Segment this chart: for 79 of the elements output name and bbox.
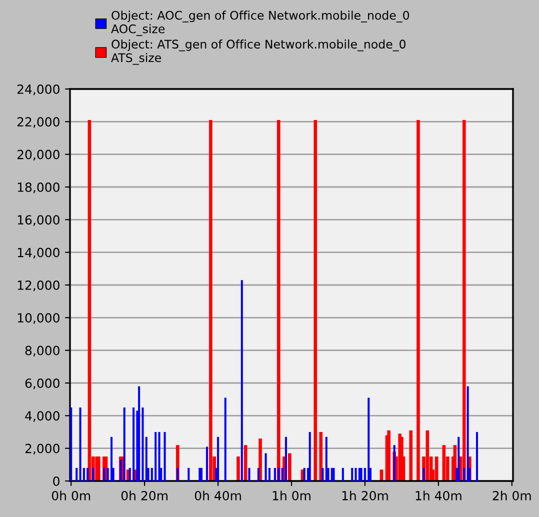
- bar: [206, 446, 208, 481]
- y-tick-label: 20,000: [17, 150, 60, 161]
- bar: [154, 432, 157, 481]
- bar: [76, 468, 78, 481]
- y-tick-label: 6,000: [25, 378, 60, 390]
- bar: [308, 432, 311, 481]
- bar: [224, 398, 226, 481]
- bar: [288, 453, 292, 481]
- bar: [236, 456, 240, 481]
- bar: [198, 468, 201, 481]
- x-tick-label: 1h 20m: [342, 490, 388, 500]
- bar: [86, 468, 89, 481]
- bar: [164, 432, 166, 481]
- bar: [110, 436, 113, 481]
- bar: [158, 432, 160, 481]
- bar: [145, 436, 148, 481]
- x-tick-label: 0h 20m: [121, 490, 168, 500]
- y-tick-label: 0: [53, 476, 60, 486]
- bar: [248, 468, 250, 481]
- bar: [88, 120, 92, 481]
- bar: [200, 468, 203, 481]
- bar: [354, 468, 357, 481]
- bar: [351, 468, 354, 481]
- bar: [314, 120, 318, 481]
- bar: [422, 468, 425, 481]
- bar: [368, 398, 370, 481]
- bar: [103, 468, 106, 481]
- x-tick-label: 1h 0m: [272, 490, 310, 500]
- bar: [274, 468, 276, 481]
- y-tick-label: 8,000: [25, 346, 60, 357]
- bar: [240, 280, 243, 481]
- bar: [466, 386, 469, 481]
- bar: [409, 430, 413, 481]
- bar: [278, 468, 280, 481]
- y-tick-label: 10,000: [18, 313, 60, 324]
- bar: [358, 468, 360, 481]
- y-tick-label: 14,000: [18, 248, 60, 259]
- bar: [416, 120, 420, 481]
- bar: [462, 120, 466, 481]
- x-tick-label: 1h 40m: [416, 490, 462, 500]
- bar: [284, 436, 287, 481]
- bar: [79, 408, 82, 481]
- bar: [393, 445, 396, 481]
- bar: [458, 436, 460, 481]
- legend-label: Object: ATS_gen of Office Network.mobile_node_0 ATS_size: [111, 39, 406, 65]
- bar: [188, 468, 190, 481]
- y-tick-label: 12,000: [18, 280, 60, 292]
- bar: [209, 120, 212, 481]
- bar: [70, 408, 72, 481]
- bar: [360, 468, 362, 481]
- bar: [176, 468, 179, 481]
- bar: [322, 468, 324, 481]
- bar: [303, 468, 306, 481]
- y-tick-label: 18,000: [18, 182, 60, 194]
- y-tick-label: 22,000: [17, 117, 60, 128]
- bar: [325, 436, 328, 481]
- bar: [257, 468, 260, 481]
- y-tick-label: 4,000: [25, 411, 60, 422]
- bar: [276, 120, 280, 481]
- bar: [342, 468, 344, 481]
- x-tick-label: 0h 40m: [194, 490, 241, 500]
- x-tick-label: 2h 0m: [492, 490, 531, 500]
- bar: [92, 468, 94, 481]
- y-tick-label: 24,000: [17, 84, 60, 96]
- legend-label: Object: AOC_gen of Office Network.mobile_node_0 AOC_size: [111, 10, 410, 36]
- bar: [264, 453, 267, 481]
- bar: [476, 432, 478, 481]
- y-tick-label: 16,000: [18, 215, 60, 226]
- bar: [123, 408, 126, 481]
- bar: [217, 436, 220, 481]
- x-tick-label: 0h 0m: [52, 490, 90, 500]
- bar: [132, 408, 135, 481]
- bar: [258, 438, 262, 481]
- bar: [120, 460, 122, 481]
- bar: [319, 432, 323, 481]
- bar: [463, 468, 466, 481]
- y-tick-label: 2,000: [25, 444, 60, 455]
- bar: [387, 430, 390, 481]
- bar: [138, 386, 140, 481]
